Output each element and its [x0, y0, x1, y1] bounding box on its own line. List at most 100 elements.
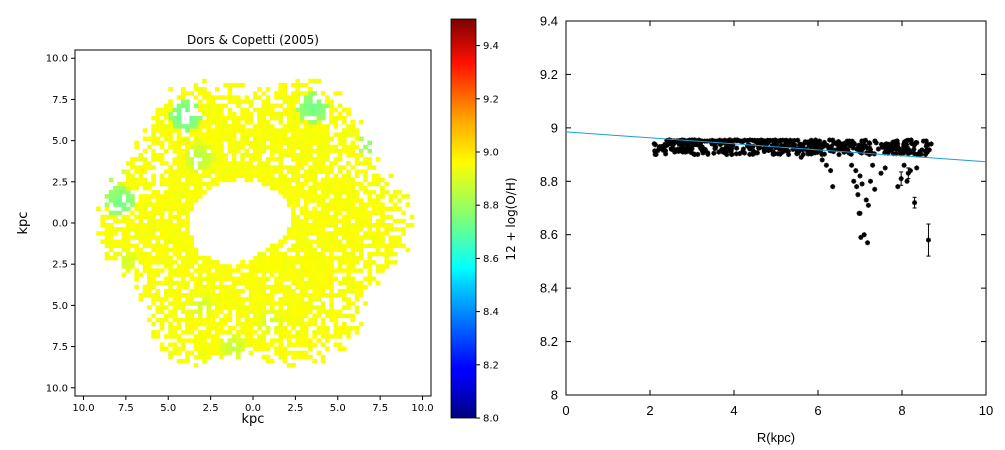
map-cell — [240, 288, 245, 294]
map-cell — [329, 181, 334, 187]
map-cell — [176, 111, 182, 117]
map-cell — [286, 330, 292, 335]
map-cell — [244, 95, 250, 100]
data-point — [926, 147, 932, 153]
map-cell — [189, 140, 195, 146]
scatter-y-tick-label: 8.4 — [540, 281, 558, 296]
map-cell — [202, 288, 207, 294]
map-cell — [286, 107, 292, 113]
map-cell — [134, 243, 139, 249]
map-cell — [278, 128, 284, 133]
map-cell — [320, 91, 326, 96]
map-cell — [159, 346, 165, 352]
map-cell — [316, 255, 322, 261]
map-cell — [320, 309, 326, 314]
map-cell — [130, 243, 135, 249]
map-cell — [223, 293, 228, 298]
map-cell — [299, 194, 305, 199]
map-cell — [333, 330, 339, 335]
map-cell — [151, 260, 156, 265]
map-cell — [358, 227, 364, 232]
map-cell — [380, 214, 385, 220]
map-cell — [172, 305, 178, 310]
map-cell — [278, 276, 284, 282]
data-point — [873, 140, 879, 146]
map-cell — [346, 210, 351, 216]
data-point — [850, 145, 856, 151]
map-cell — [172, 144, 178, 150]
data-point — [713, 145, 719, 151]
map-cell — [303, 99, 309, 104]
map-cell — [189, 272, 195, 277]
map-cell — [197, 140, 203, 146]
map-cell — [155, 288, 161, 294]
map-cell — [214, 120, 220, 125]
scatter-y-tick-label: 8.2 — [540, 334, 558, 349]
map-cell — [261, 128, 267, 133]
map-cell — [350, 206, 356, 211]
map-cell — [168, 260, 173, 265]
map-cell — [282, 124, 288, 129]
map-cell — [223, 346, 228, 352]
data-point — [739, 149, 745, 155]
map-cell — [219, 309, 224, 314]
map-cell — [202, 111, 207, 117]
map-cell — [257, 124, 262, 129]
map-cell — [210, 334, 216, 339]
map-cell — [350, 132, 356, 137]
map-cell — [151, 243, 156, 249]
data-point — [923, 143, 929, 149]
map-cell — [278, 161, 284, 166]
map-cell — [286, 305, 292, 310]
map-cell — [274, 128, 279, 133]
map-cell — [151, 140, 156, 146]
map-cell — [223, 152, 228, 158]
map-cell — [151, 284, 156, 290]
map-cell — [316, 293, 322, 298]
map-cell — [236, 354, 241, 360]
map-cell — [210, 161, 216, 166]
map-cell — [138, 181, 144, 187]
map-cell — [299, 235, 305, 240]
map-cell — [248, 325, 254, 331]
map-cell — [227, 272, 233, 277]
map-cell — [282, 358, 288, 364]
map-cell — [299, 227, 305, 232]
map-cell — [265, 124, 271, 129]
map-cell — [278, 152, 284, 158]
map-y-tick-label: 10.0 — [46, 54, 68, 65]
map-cell — [227, 128, 233, 133]
map-cell — [299, 354, 305, 360]
map-cell — [303, 202, 309, 207]
map-cell — [155, 239, 161, 244]
map-cell — [155, 309, 161, 314]
map-cell — [325, 206, 330, 211]
map-cell — [265, 247, 271, 253]
map-cell — [257, 268, 262, 273]
map-cell — [325, 264, 330, 269]
map-cell — [333, 148, 339, 154]
map-cell — [223, 161, 228, 166]
map-cell — [227, 297, 233, 302]
map-cell — [261, 338, 267, 343]
map-cell — [227, 288, 233, 294]
map-cell — [392, 251, 398, 257]
map-cell — [189, 157, 195, 162]
map-cell — [312, 140, 317, 146]
map-cell — [295, 78, 300, 84]
map-cell — [257, 276, 262, 282]
map-cell — [269, 301, 275, 306]
map-cell — [172, 330, 178, 335]
map-cell — [159, 140, 165, 146]
map-cell — [147, 210, 152, 216]
map-cell — [185, 354, 190, 360]
map-cell — [185, 317, 190, 323]
map-cell — [291, 321, 296, 327]
map-cell — [151, 272, 156, 277]
map-cell — [329, 247, 334, 253]
map-cell — [253, 268, 258, 273]
map-cell — [303, 157, 309, 162]
map-cell — [291, 210, 296, 216]
map-cell — [265, 358, 271, 364]
map-cell — [325, 144, 330, 150]
